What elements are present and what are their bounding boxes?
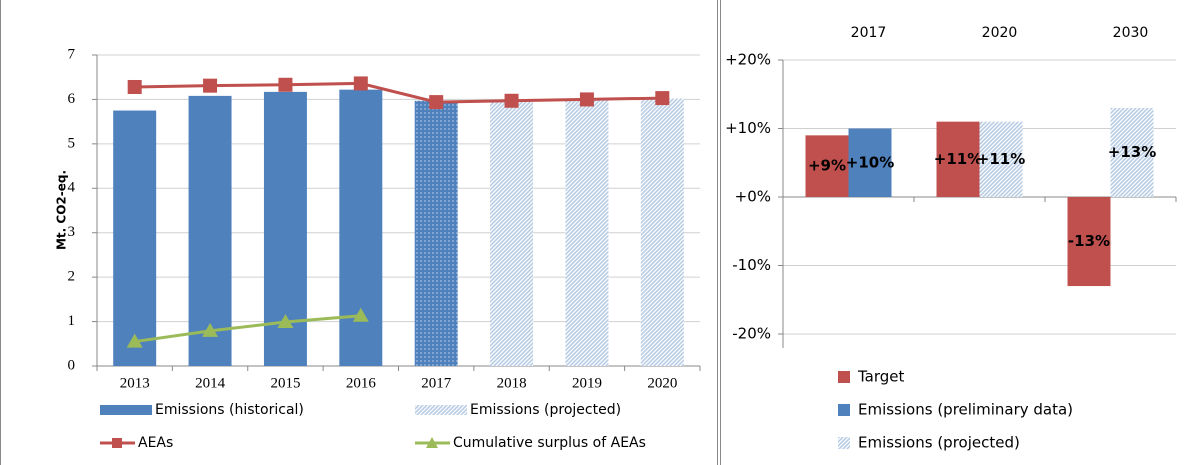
y-tick-label: 7 [68,46,76,62]
y-tick-label: 4 [68,180,76,196]
x-tick-label: 2020 [647,375,677,391]
marker [429,95,444,110]
left-frame [0,0,718,465]
marker [202,322,219,337]
x-tick-label: 2017 [421,375,452,391]
legend-label: Emissions (projected) [858,434,1020,452]
bar [188,95,232,367]
x-tick-label: 2020 [982,25,1018,41]
legend-label: Emissions (projected) [470,402,621,418]
legend-swatch [838,404,850,416]
bar [805,135,849,197]
x-tick-label: 2030 [1113,25,1149,41]
x-tick-label: 2017 [851,25,887,41]
bar [414,100,458,367]
y-axis-label: Mt. CO2-eq. [55,170,69,250]
bar [490,100,534,367]
legend-label: Cumulative surplus of AEAs [453,435,646,451]
y-tick-label: 5 [68,135,76,151]
y-tick-label: 1 [68,313,76,329]
line [134,314,361,344]
y-tick-label: 0 [68,357,76,373]
marker [655,91,670,106]
data-label: -13% [1068,232,1110,250]
marker [353,76,368,91]
bar [113,110,157,367]
right-frame [720,0,721,465]
marker [352,307,369,322]
bar [640,98,684,366]
data-label: +11% [934,150,982,168]
legend-swatch [100,405,152,415]
x-tick-label: 2015 [270,375,300,391]
x-tick-label: 2013 [120,375,150,391]
legend-label: Emissions (historical) [155,402,304,418]
x-tick-label: 2018 [497,375,527,391]
marker [203,78,218,93]
legend-swatch [838,371,850,383]
data-label: +13% [1108,143,1156,161]
marker [277,314,294,329]
y-tick-label: -10% [732,256,771,274]
legend-marker [426,437,438,448]
legend-swatch [415,405,467,415]
marker [504,93,519,108]
y-tick-label: 3 [68,224,76,240]
line [134,81,663,104]
marker [127,79,142,94]
bar [565,99,609,366]
legend-marker [112,438,122,448]
legend-swatch [838,437,850,449]
y-tick-label: 6 [68,91,76,107]
bar [936,121,980,197]
data-label: +10% [846,153,894,171]
bar [848,128,892,197]
y-tick-label: +0% [735,188,771,206]
y-tick-label: +20% [725,51,771,69]
legend-label: Emissions (preliminary data) [858,401,1073,419]
y-tick-label: +10% [725,119,771,137]
bar [1067,197,1111,287]
bar [339,89,383,366]
legend-label: AEAs [138,435,173,451]
marker [278,77,293,92]
marker [126,333,143,348]
x-tick-label: 2016 [346,375,377,391]
bar [1110,107,1154,197]
y-tick-label: -20% [732,325,771,343]
data-label: +9% [808,157,846,175]
y-tick-label: 2 [68,269,76,285]
data-label: +11% [977,150,1025,168]
x-tick-label: 2014 [195,375,226,391]
x-tick-label: 2019 [572,375,602,391]
marker [579,92,594,107]
legend-label: Target [857,368,905,386]
bar [979,121,1023,197]
